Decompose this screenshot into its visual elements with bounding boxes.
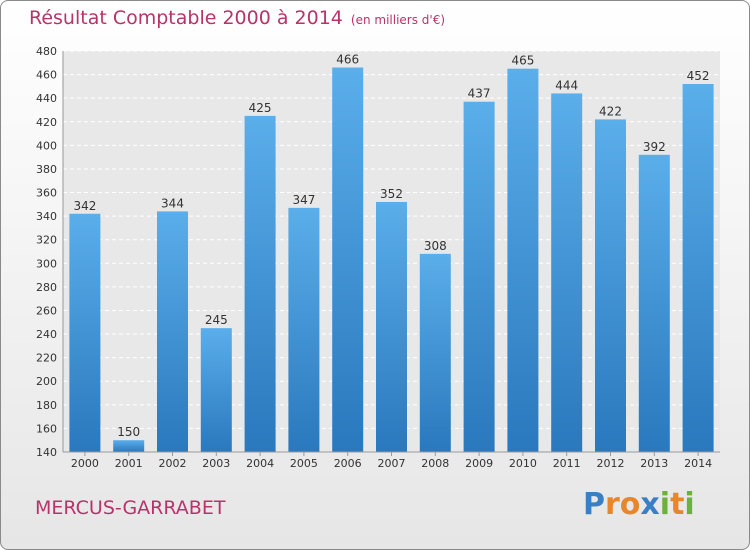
logo-letter: o <box>619 487 641 522</box>
commune-name: MERCUS-GARRABET <box>35 497 226 519</box>
logo-letter: x <box>640 487 660 522</box>
y-tick-label: 240 <box>36 328 57 341</box>
logo-letter: P <box>583 487 605 522</box>
bar-2007 <box>376 201 407 452</box>
x-tick-label: 2005 <box>290 457 318 470</box>
y-tick-label: 280 <box>36 281 57 294</box>
y-axis: 140 160 180 200 220 240 260 280 300 320 340 360 380 4… <box>36 45 64 459</box>
x-axis: 2000 2001 2002 2003 2004 2005 2006 2007 2008 2009… <box>63 451 720 470</box>
bar-2009 <box>463 101 495 452</box>
bar-2001 <box>113 440 145 452</box>
y-tick-label: 260 <box>36 304 57 317</box>
y-tick-label: 140 <box>36 446 57 459</box>
bar-2002 <box>157 211 188 452</box>
bar-2014 <box>682 84 714 452</box>
x-tick-label: 2009 <box>465 457 493 470</box>
logo-letter: i <box>684 487 695 522</box>
chart-subtitle: (en milliers d'€) <box>350 13 446 27</box>
x-tick-label: 2014 <box>684 457 712 470</box>
y-tick-label: 480 <box>36 45 57 58</box>
data-label-2014: 452 <box>687 69 710 83</box>
bar-2013 <box>638 154 670 452</box>
bar-2003 <box>200 328 232 452</box>
x-tick-label: 2012 <box>597 457 625 470</box>
y-tick-label: 160 <box>36 422 57 435</box>
data-label-2000: 342 <box>73 199 96 213</box>
x-tick-label: 2008 <box>421 457 449 470</box>
y-tick-label: 340 <box>36 210 57 223</box>
x-tick-label: 2004 <box>246 457 274 470</box>
x-tick-label: 2003 <box>202 457 230 470</box>
data-label-2003: 245 <box>205 313 228 327</box>
data-label-2011: 444 <box>555 78 578 92</box>
x-tick-label: 2002 <box>159 457 187 470</box>
x-tick-label: 2006 <box>334 457 362 470</box>
x-tick-label: 2010 <box>509 457 537 470</box>
bar-2005 <box>288 207 320 452</box>
y-tick-label: 440 <box>36 92 57 105</box>
bar-2000 <box>69 213 101 452</box>
proxiti-logo: Proxiti <box>583 487 695 522</box>
bar-2011 <box>551 93 583 452</box>
chart-title-text: Résultat Comptable 2000 à 2014 <box>29 7 343 29</box>
logo-letter: r <box>605 487 620 522</box>
y-tick-label: 380 <box>36 163 57 176</box>
chart-title: Résultat Comptable 2000 à 2014 (en millie… <box>29 7 445 29</box>
data-label-2001: 150 <box>117 425 140 439</box>
bar-2004 <box>244 115 276 452</box>
data-label-2010: 465 <box>511 54 534 68</box>
y-tick-label: 180 <box>36 399 57 412</box>
bar-2006 <box>332 67 364 452</box>
data-label-2005: 347 <box>292 193 315 207</box>
logo-letter: t <box>670 487 685 522</box>
bar-2010 <box>507 68 539 453</box>
bars: 342 150 344 245 425 347 466 352 308 437 465 444 422 3… <box>69 53 714 453</box>
y-tick-label: 300 <box>36 257 57 270</box>
data-label-2012: 422 <box>599 104 622 118</box>
x-tick-label: 2000 <box>71 457 99 470</box>
logo-letter: i <box>659 487 671 522</box>
data-label-2007: 352 <box>380 187 403 201</box>
y-tick-label: 200 <box>36 375 57 388</box>
y-tick-label: 220 <box>36 352 57 365</box>
data-label-2006: 466 <box>336 53 359 67</box>
data-label-2013: 392 <box>643 140 666 154</box>
y-tick-label: 420 <box>36 116 57 129</box>
x-tick-label: 2013 <box>640 457 668 470</box>
y-tick-label: 360 <box>36 187 57 200</box>
data-label-2008: 308 <box>424 239 447 253</box>
x-tick-label: 2001 <box>115 457 143 470</box>
y-tick-label: 460 <box>36 69 57 82</box>
bar-2008 <box>419 253 451 452</box>
data-label-2002: 344 <box>161 196 184 210</box>
y-tick-label: 400 <box>36 139 57 152</box>
bar-2012 <box>595 119 626 452</box>
data-label-2004: 425 <box>249 101 272 115</box>
x-tick-label: 2011 <box>553 457 581 470</box>
data-label-2009: 437 <box>468 87 491 101</box>
y-tick-label: 320 <box>36 234 57 247</box>
x-tick-label: 2007 <box>378 457 406 470</box>
